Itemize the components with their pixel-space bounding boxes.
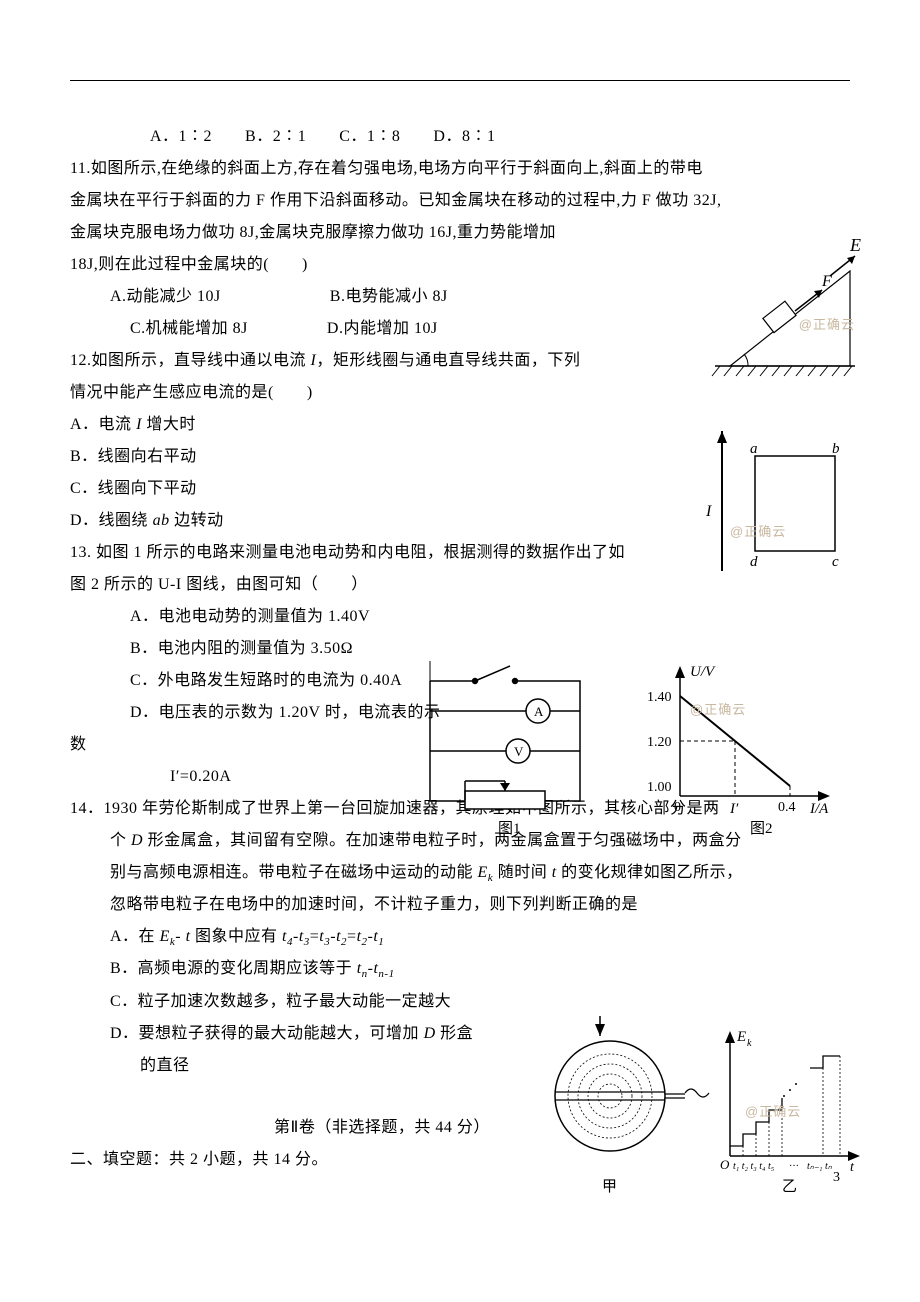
svg-text:E: E bbox=[849, 236, 861, 255]
q13-opt-b: B．电池内阻的测量值为 3.50Ω bbox=[70, 633, 850, 665]
q12-stem-1: 12.如图所示，直导线中通以电流 I，矩形线圈与通电直导线共面，下列 bbox=[70, 345, 850, 377]
q13-opt-d2: 数 bbox=[70, 729, 850, 761]
q14-opt-d1: D．要想粒子获得的最大动能越大，可增加 D 形盒 bbox=[70, 1018, 850, 1050]
q11-stem-1: 11.如图所示,在绝缘的斜面上方,存在着匀强电场,电场方向平行于斜面向上,斜面上… bbox=[70, 153, 850, 185]
q10-options: A．1∶2 B．2∶1 C．1∶8 D．8∶1 bbox=[70, 121, 850, 153]
svg-text:乙: 乙 bbox=[782, 1179, 797, 1195]
q11-opt-c: C.机械能增加 8J bbox=[130, 320, 248, 337]
q12-opt-d: D．线圈绕 ab 边转动 bbox=[70, 505, 850, 537]
q13-opt-d3: I′=0.20A bbox=[70, 761, 850, 793]
q13-opt-c: C．外电路发生短路时的电流为 0.40A bbox=[70, 665, 850, 697]
svg-text:甲: 甲 bbox=[602, 1179, 617, 1195]
q12-opt-a: A．电流 I 增大时 bbox=[70, 409, 850, 441]
exam-page: A．1∶2 B．2∶1 C．1∶8 D．8∶1 11.如图所示,在绝缘的斜面上方… bbox=[0, 0, 920, 1216]
q14-stem-4: 忽略带电粒子在电场中的加速时间，不计粒子重力，则下列判断正确的是 bbox=[70, 889, 850, 921]
q11-stem-4: 18J,则在此过程中金属块的( ) bbox=[70, 249, 850, 281]
q11-opt-d: D.内能增加 10J bbox=[327, 320, 438, 337]
q13-opt-a: A．电池电动势的测量值为 1.40V bbox=[70, 601, 850, 633]
q11-stem-2: 金属块在平行于斜面的力 F 作用下沿斜面移动。已知金属块在移动的过程中,力 F … bbox=[70, 185, 850, 217]
q12-stem-2: 情况中能产生感应电流的是( ) bbox=[70, 377, 850, 409]
svg-text:t: t bbox=[850, 1160, 855, 1175]
top-rule bbox=[70, 80, 850, 81]
section-2-title: 第Ⅱ卷（非选择题，共 44 分） bbox=[148, 1112, 616, 1144]
q13-opt-d1: D．电压表的示数为 1.20V 时，电流表的示 bbox=[70, 697, 850, 729]
q14-opt-b: B．高频电源的变化周期应该等于 tn-tn-1 bbox=[70, 953, 850, 985]
q12-opt-b: B．线圈向右平动 bbox=[70, 441, 850, 473]
q14-stem-2: 个 D 形金属盒，其间留有空隙。在加速带电粒子时，两金属盒置于匀强磁场中，两盒分 bbox=[70, 825, 850, 857]
q12-opt-c: C．线圈向下平动 bbox=[70, 473, 850, 505]
q11-row-ab: A.动能减少 10J B.电势能减小 8J bbox=[70, 281, 850, 313]
q14-opt-d2: 的直径 bbox=[70, 1050, 850, 1082]
q11-opt-b: B.电势能减小 8J bbox=[330, 288, 448, 305]
q13-stem-2: 图 2 所示的 U-I 图线，由图可知（ ） bbox=[70, 569, 850, 601]
q11-opt-a: A.动能减少 10J bbox=[110, 288, 221, 305]
fill-title: 二、填空题：共 2 小题，共 14 分。 bbox=[70, 1144, 850, 1176]
q13-stem-1: 13. 如图 1 所示的电路来测量电池电动势和内电阻，根据测得的数据作出了如 bbox=[70, 537, 850, 569]
q14-opt-c: C．粒子加速次数越多，粒子最大动能一定越大 bbox=[70, 986, 850, 1018]
page-number: 3 bbox=[833, 1170, 840, 1186]
q14-opt-a: A．在 Ek- t 图象中应有 t4-t3=t3-t2=t2-t1 bbox=[70, 921, 850, 953]
q14-stem-3: 别与高频电源相连。带电粒子在磁场中运动的动能 Ek 随时间 t 的变化规律如图乙… bbox=[70, 857, 850, 889]
content: A．1∶2 B．2∶1 C．1∶8 D．8∶1 11.如图所示,在绝缘的斜面上方… bbox=[70, 121, 850, 1176]
q14-stem-1: 14．1930 年劳伦斯制成了世界上第一台回旋加速器，其原理如甲图所示，其核心部… bbox=[70, 793, 850, 825]
q11-stem-3: 金属块克服电场力做功 8J,金属块克服摩擦力做功 16J,重力势能增加 bbox=[70, 217, 850, 249]
q11-row-cd: C.机械能增加 8J D.内能增加 10J bbox=[70, 313, 850, 345]
